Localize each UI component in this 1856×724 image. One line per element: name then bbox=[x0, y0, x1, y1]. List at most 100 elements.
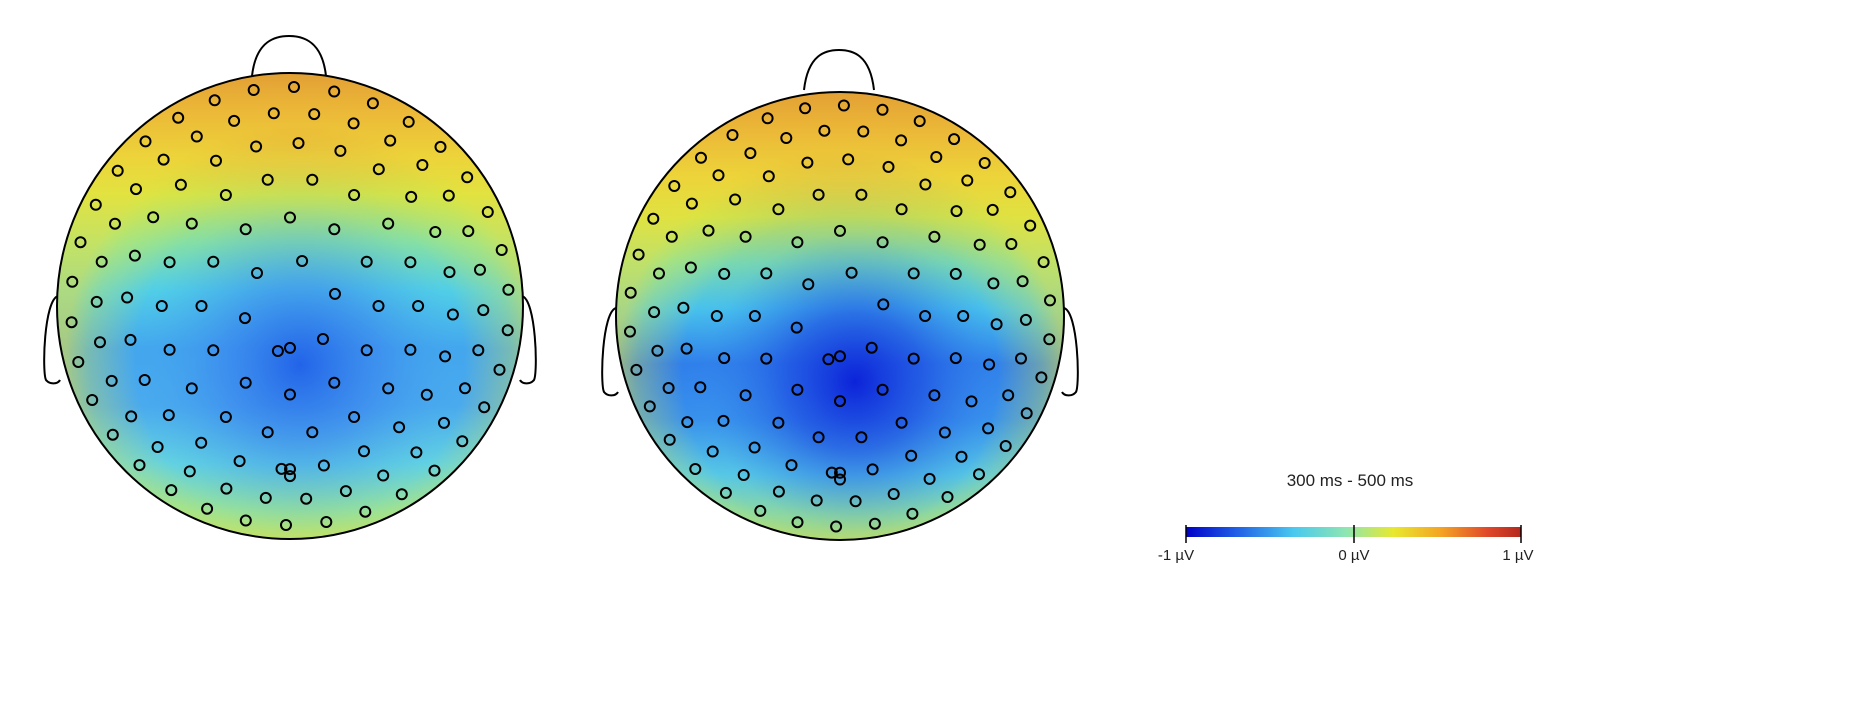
electrode-marker bbox=[857, 125, 870, 138]
electrode-marker bbox=[973, 468, 985, 481]
electrode-marker bbox=[183, 465, 196, 478]
electrode-marker bbox=[822, 353, 835, 366]
electrode-marker bbox=[653, 267, 665, 280]
electrode-marker bbox=[1044, 294, 1056, 307]
electrode-marker bbox=[377, 469, 390, 482]
ear-left-side bbox=[601, 307, 619, 397]
electrode-marker bbox=[208, 94, 221, 107]
electrode-marker bbox=[961, 174, 974, 187]
electrode-marker bbox=[834, 350, 846, 363]
electrode-marker bbox=[941, 491, 954, 503]
electrode-marker bbox=[694, 381, 707, 394]
electrode-marker bbox=[86, 394, 99, 406]
electrode-marker bbox=[907, 352, 920, 365]
electrode-marker bbox=[780, 132, 793, 144]
electrode-marker bbox=[695, 151, 707, 164]
electrode-marker bbox=[459, 382, 471, 395]
electrode-marker bbox=[930, 151, 943, 163]
electrode-marker bbox=[328, 85, 341, 98]
colorbar-mid-label: 0 µV bbox=[1338, 547, 1369, 564]
scalp-field-right bbox=[616, 92, 1064, 540]
electrode-marker bbox=[280, 519, 292, 531]
nose-left bbox=[251, 34, 327, 77]
topomap-left bbox=[43, 34, 537, 540]
electrode-marker bbox=[416, 159, 429, 171]
electrode-marker bbox=[157, 153, 170, 166]
electrode-marker bbox=[895, 203, 908, 216]
electrode-marker bbox=[163, 256, 176, 269]
electrode-marker bbox=[267, 107, 280, 120]
electrode-marker bbox=[328, 223, 341, 236]
electrode-marker bbox=[284, 341, 296, 354]
electrode-marker bbox=[472, 344, 485, 357]
electrode-marker bbox=[434, 140, 447, 153]
electrode-marker bbox=[668, 180, 681, 192]
electrode-marker bbox=[502, 283, 515, 296]
electrode-marker bbox=[481, 206, 494, 218]
electrode-marker bbox=[818, 124, 831, 137]
electrode-marker bbox=[261, 173, 274, 186]
electrode-marker bbox=[162, 409, 175, 422]
electrode-marker bbox=[906, 507, 919, 520]
electrode-marker bbox=[72, 356, 85, 368]
electrode-marker bbox=[442, 189, 455, 202]
electrode-marker bbox=[308, 108, 321, 121]
electrode-marker bbox=[677, 301, 690, 314]
electrode-marker bbox=[754, 504, 767, 517]
electrode-marker bbox=[90, 295, 103, 308]
electrode-marker bbox=[830, 520, 843, 533]
electrode-marker bbox=[172, 111, 185, 124]
electrode-marker bbox=[760, 267, 773, 280]
electrode-marker bbox=[913, 115, 926, 128]
electrode-marker bbox=[802, 278, 815, 291]
electrode-marker bbox=[239, 376, 252, 389]
electrode-marker bbox=[405, 190, 418, 203]
electrode-marker bbox=[339, 485, 352, 498]
electrode-marker bbox=[855, 188, 868, 201]
head-outline-right bbox=[615, 91, 1065, 541]
electrode-marker bbox=[328, 376, 341, 389]
electrode-marker bbox=[876, 103, 889, 116]
electrode-marker bbox=[791, 516, 804, 529]
electrode-marker bbox=[973, 238, 986, 251]
electrode-marker bbox=[855, 431, 868, 444]
electrode-marker bbox=[429, 226, 442, 238]
electrode-marker bbox=[139, 135, 152, 148]
electrode-marker bbox=[456, 435, 469, 448]
electrode-marker bbox=[372, 300, 385, 312]
electrode-marker bbox=[868, 517, 881, 530]
electrode-marker bbox=[877, 298, 890, 311]
electrode-marker bbox=[477, 304, 490, 317]
electrode-marker bbox=[762, 170, 775, 183]
electrode-marker bbox=[95, 255, 108, 268]
electrode-marker bbox=[185, 382, 198, 395]
electrode-marker bbox=[905, 449, 918, 462]
electrode-marker bbox=[876, 383, 889, 396]
electrode-marker bbox=[928, 230, 941, 243]
electrode-marker bbox=[938, 426, 951, 439]
electrode-marker bbox=[812, 188, 825, 201]
electrode-marker bbox=[630, 363, 643, 376]
electrode-marker bbox=[109, 217, 121, 230]
electrode-marker bbox=[360, 255, 373, 268]
electrode-marker bbox=[366, 97, 379, 110]
electrodes-right bbox=[624, 99, 1056, 533]
electrode-marker bbox=[393, 421, 406, 434]
electrode-marker bbox=[382, 382, 395, 395]
electrode-marker bbox=[412, 300, 425, 312]
electrode-marker bbox=[219, 411, 232, 423]
electrode-marker bbox=[474, 263, 486, 276]
electrode-marker bbox=[999, 440, 1012, 452]
electrode-marker bbox=[1024, 219, 1037, 232]
electrode-marker bbox=[111, 164, 124, 177]
electrode-marker bbox=[125, 410, 138, 423]
electrode-marker bbox=[348, 411, 361, 423]
electrode-marker bbox=[239, 514, 252, 527]
electrode-marker bbox=[834, 466, 846, 479]
electrode-marker bbox=[790, 321, 803, 334]
electrode-marker bbox=[718, 352, 731, 365]
electrode-marker bbox=[317, 459, 330, 472]
electrode-marker bbox=[428, 464, 441, 477]
electrode-marker bbox=[347, 117, 360, 130]
electrode-marker bbox=[382, 217, 395, 230]
